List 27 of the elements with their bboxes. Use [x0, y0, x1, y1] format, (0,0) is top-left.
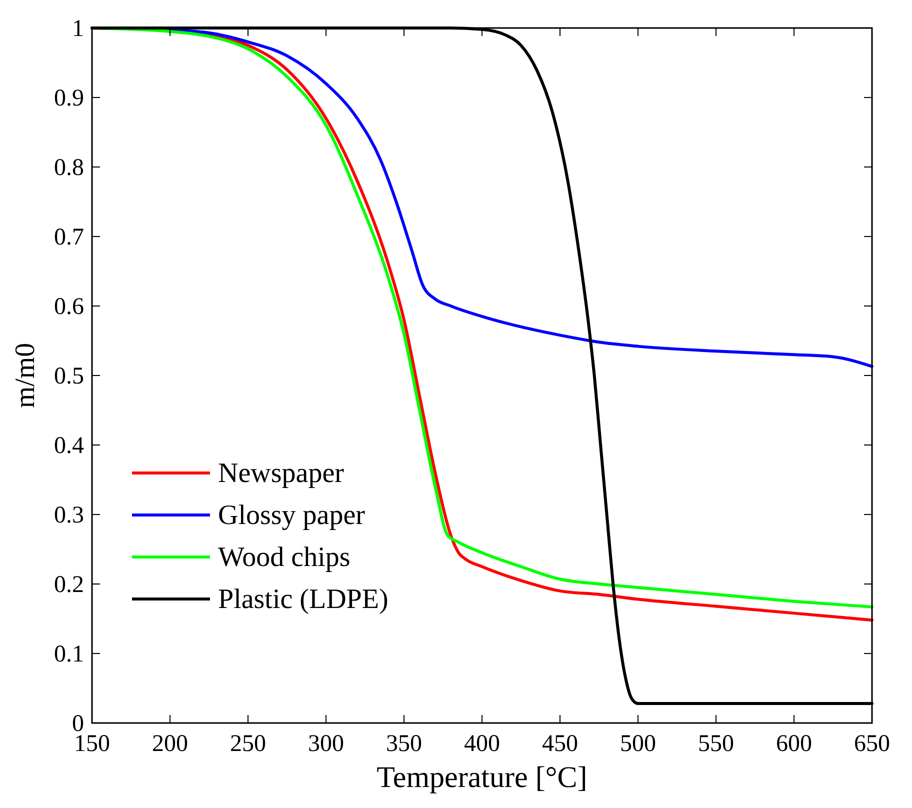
y-tick-label: 0.5: [54, 364, 84, 390]
y-tick-label: 0.6: [54, 294, 84, 320]
legend-label: Plastic (LDPE): [218, 584, 388, 615]
y-axis-title: m/m0: [10, 342, 41, 408]
x-tick-label: 400: [464, 731, 500, 757]
x-tick-label: 200: [152, 731, 188, 757]
y-tick-label: 0.3: [54, 502, 84, 528]
y-tick-label: 0.9: [54, 86, 84, 112]
x-tick-label: 250: [230, 731, 266, 757]
x-tick-label: 650: [854, 731, 890, 757]
y-tick-label: 0.2: [54, 572, 84, 598]
x-tick-label: 450: [542, 731, 578, 757]
y-tick-label: 0.1: [54, 642, 84, 668]
y-tick-label: 0.8: [54, 155, 84, 181]
x-tick-label: 500: [620, 731, 656, 757]
x-tick-label: 600: [776, 731, 812, 757]
legend-label: Glossy paper: [218, 500, 366, 531]
y-tick-label: 1: [72, 16, 84, 42]
legend-label: Wood chips: [218, 542, 350, 573]
y-tick-label: 0.4: [54, 433, 84, 459]
legend-label: Newspaper: [218, 458, 345, 489]
y-tick-label: 0.7: [54, 224, 84, 250]
x-axis-title: Temperature [°C]: [376, 761, 588, 794]
x-tick-label: 350: [386, 731, 422, 757]
x-tick-label: 150: [74, 731, 110, 757]
x-tick-label: 300: [308, 731, 344, 757]
x-tick-label: 550: [698, 731, 734, 757]
